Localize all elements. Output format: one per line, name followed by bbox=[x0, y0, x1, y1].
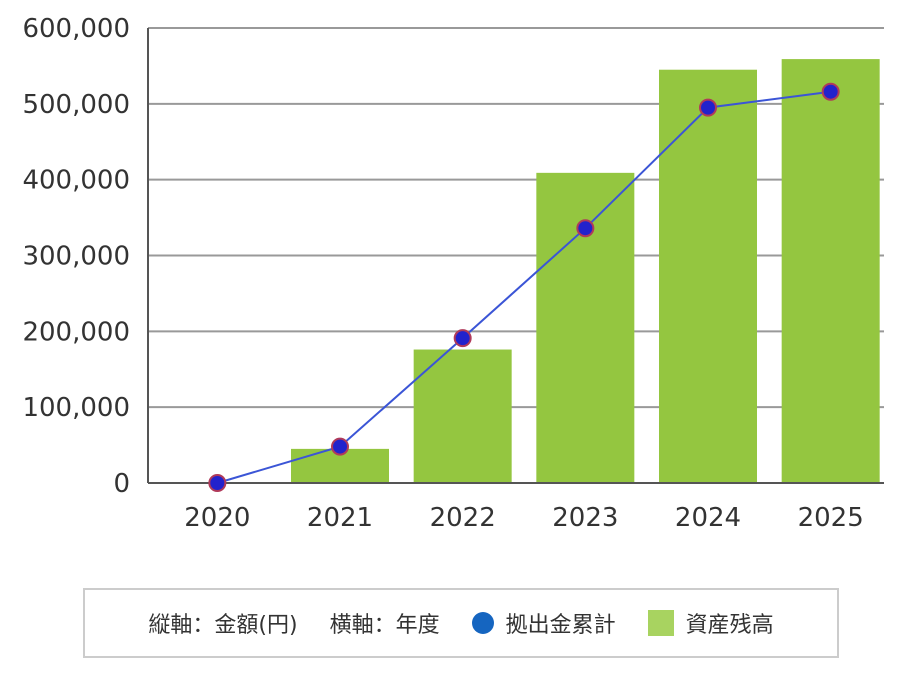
y-tick-label: 600,000 bbox=[22, 14, 130, 44]
x-tick-label: 2025 bbox=[798, 503, 864, 533]
legend-y-axis-note-text: 縦軸：金額(円) bbox=[148, 613, 298, 638]
chart: 0 100,000 200,000 300,000 400,000 500,000 600,… bbox=[22, 14, 884, 533]
bar bbox=[781, 59, 880, 483]
legend-item-bar: 資産残高 bbox=[647, 607, 774, 639]
line-point bbox=[331, 437, 349, 456]
line-point bbox=[821, 82, 840, 101]
x-tick-label: 2022 bbox=[430, 503, 496, 533]
legend-line-label: 拠出金累計 bbox=[505, 613, 616, 638]
x-tick-label: 2021 bbox=[307, 503, 373, 533]
line-series bbox=[208, 82, 840, 492]
y-tick-label: 400,000 bbox=[22, 166, 130, 196]
legend-x-axis-note: 横軸：年度 bbox=[330, 607, 440, 639]
bar bbox=[413, 349, 512, 483]
y-tick-label: 200,000 bbox=[22, 317, 130, 347]
line-point bbox=[699, 98, 717, 117]
x-axis-ticks: 2020 2021 2022 2023 2024 2025 bbox=[184, 503, 864, 533]
circle-marker-icon bbox=[471, 612, 494, 634]
x-tick-label: 2023 bbox=[552, 503, 618, 533]
grid-lines bbox=[148, 27, 884, 409]
y-tick-label: 300,000 bbox=[22, 242, 130, 272]
line-point bbox=[453, 329, 472, 348]
bar bbox=[659, 69, 757, 483]
legend-y-axis-note: 縦軸：金額(円) bbox=[148, 607, 297, 639]
bar-series bbox=[291, 59, 880, 483]
line-point bbox=[208, 474, 227, 492]
legend-bar-label: 資産残高 bbox=[685, 613, 774, 638]
axes bbox=[147, 28, 884, 484]
x-tick-label: 2020 bbox=[184, 503, 250, 533]
line-point bbox=[576, 219, 595, 238]
y-tick-label: 500,000 bbox=[22, 90, 130, 120]
legend-x-axis-note-text: 横軸：年度 bbox=[329, 613, 440, 638]
y-tick-label: 100,000 bbox=[22, 393, 130, 423]
square-swatch-icon bbox=[647, 610, 674, 636]
legend: 縦軸：金額(円) 横軸：年度 拠出金累計 資産残高 bbox=[83, 588, 839, 658]
cumulative-line bbox=[217, 90, 831, 484]
y-axis-ticks: 0 100,000 200,000 300,000 400,000 500,000 600,… bbox=[22, 14, 130, 499]
y-tick-label: 0 bbox=[113, 469, 130, 499]
x-tick-label: 2024 bbox=[675, 503, 741, 533]
legend-item-line: 拠出金累計 bbox=[471, 607, 616, 639]
